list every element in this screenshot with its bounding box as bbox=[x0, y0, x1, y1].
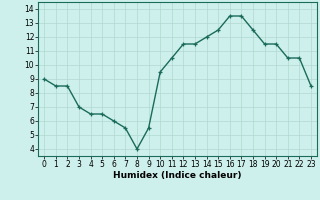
X-axis label: Humidex (Indice chaleur): Humidex (Indice chaleur) bbox=[113, 171, 242, 180]
